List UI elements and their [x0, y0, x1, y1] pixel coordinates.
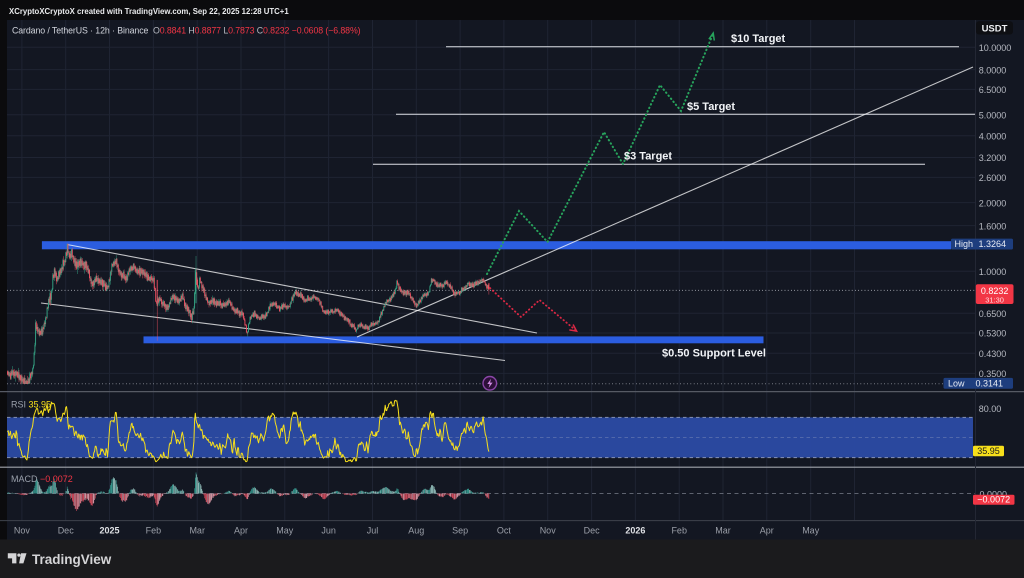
svg-text:Nov: Nov [14, 526, 31, 536]
svg-text:Mar: Mar [715, 526, 731, 536]
svg-text:May: May [276, 526, 294, 536]
svg-text:0.6500: 0.6500 [979, 309, 1007, 319]
svg-text:High: High [955, 239, 974, 249]
svg-text:2026: 2026 [625, 526, 645, 536]
svg-text:Dec: Dec [58, 526, 75, 536]
svg-text:Feb: Feb [146, 526, 162, 536]
svg-text:4.0000: 4.0000 [979, 132, 1007, 142]
svg-text:3.2000: 3.2000 [979, 153, 1007, 163]
svg-text:Apr: Apr [234, 526, 248, 536]
svg-text:Jun: Jun [321, 526, 336, 536]
svg-text:$3 Target: $3 Target [624, 151, 672, 163]
svg-text:Sep: Sep [452, 526, 468, 536]
svg-text:$0.50 Support Level: $0.50 Support Level [662, 348, 766, 360]
svg-text:0.4300: 0.4300 [979, 349, 1007, 359]
svg-text:Mar: Mar [189, 526, 205, 536]
svg-text:XCryptoXCryptoX created with T: XCryptoXCryptoX created with TradingView… [9, 7, 289, 16]
svg-text:USDT: USDT [982, 23, 1008, 34]
svg-text:Aug: Aug [408, 526, 424, 536]
svg-text:May: May [802, 526, 820, 536]
svg-text:2.6000: 2.6000 [979, 173, 1007, 183]
svg-text:0.0000: 0.0000 [980, 489, 1008, 499]
svg-text:Cardano / TetherUS · 12h · Bin: Cardano / TetherUS · 12h · Binance O0.88… [12, 26, 361, 36]
svg-text:5.0000: 5.0000 [979, 110, 1007, 120]
svg-text:8.0000: 8.0000 [979, 65, 1007, 75]
svg-text:$5 Target: $5 Target [687, 101, 735, 113]
svg-text:−0.0072: −0.0072 [977, 495, 1010, 505]
svg-text:0.3500: 0.3500 [979, 369, 1007, 379]
svg-text:80.00: 80.00 [979, 404, 1002, 414]
svg-text:1.0000: 1.0000 [979, 267, 1007, 277]
svg-text:Nov: Nov [540, 526, 557, 536]
svg-text:MACD −0.0072: MACD −0.0072 [11, 474, 73, 484]
svg-text:0.5300: 0.5300 [979, 329, 1007, 339]
svg-text:0.8232: 0.8232 [981, 286, 1009, 296]
svg-text:Jul: Jul [367, 526, 379, 536]
svg-text:Dec: Dec [584, 526, 601, 536]
svg-text:1.3264: 1.3264 [979, 239, 1007, 249]
svg-text:35.95: 35.95 [977, 446, 1000, 456]
svg-text:6.5000: 6.5000 [979, 85, 1007, 95]
svg-text:$10 Target: $10 Target [731, 33, 786, 45]
svg-text:31:30: 31:30 [985, 295, 1004, 304]
svg-text:1.6000: 1.6000 [979, 221, 1007, 231]
svg-text:2025: 2025 [99, 526, 119, 536]
svg-text:2.0000: 2.0000 [979, 198, 1007, 208]
svg-text:10.0000: 10.0000 [979, 43, 1012, 53]
svg-text:Low: Low [948, 378, 965, 388]
svg-text:Feb: Feb [671, 526, 687, 536]
svg-text:RSI 35.95: RSI 35.95 [11, 400, 51, 410]
svg-text:TradingView: TradingView [32, 552, 112, 567]
svg-text:Oct: Oct [497, 526, 512, 536]
svg-text:Apr: Apr [760, 526, 774, 536]
svg-text:0.3141: 0.3141 [976, 378, 1004, 388]
